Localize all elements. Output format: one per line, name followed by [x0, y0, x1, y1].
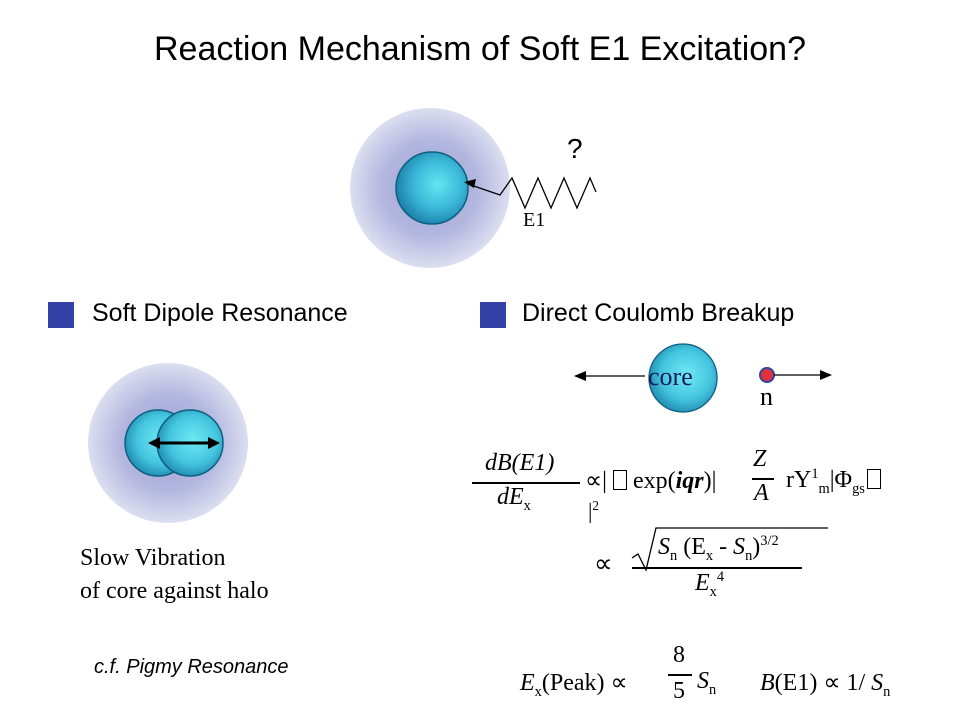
- eq2-sqrt: [631, 527, 828, 572]
- core-circle: [395, 151, 469, 225]
- eq1-tail: rY1m|Φgs: [786, 466, 881, 498]
- question-mark: ?: [567, 133, 583, 164]
- neutron-label: n: [760, 382, 773, 411]
- core-arrowhead: [574, 371, 586, 381]
- eq3-frac-num: 8: [673, 642, 685, 668]
- eq1-Z: Z: [753, 446, 767, 472]
- eq1-A: A: [754, 480, 769, 506]
- eq2-denominator: Ex4: [695, 569, 725, 600]
- neutron-arrowhead: [820, 370, 832, 380]
- breakup-diagram: [574, 343, 832, 413]
- eq1-fraction-bar: [472, 482, 580, 484]
- eq3-frac-den: 5: [673, 678, 685, 704]
- breakup-core-circle: [648, 343, 718, 413]
- cf-pigmy-note: c.f. Pigmy Resonance: [94, 656, 289, 678]
- vibration-arrowhead-right: [208, 437, 220, 449]
- e1-arrowhead: [464, 179, 476, 188]
- eq3-lhs: Ex(Peak) ∝: [520, 670, 628, 700]
- slide-title: Reaction Mechanism of Soft E1 Excitation…: [154, 30, 806, 68]
- eq1-numerator: dB(E1): [485, 450, 555, 476]
- eq1-end-box: [866, 469, 881, 489]
- eq1-denominator: dEx: [497, 484, 531, 514]
- eq4: B(E1) ∝ 1/ Sn: [760, 670, 891, 700]
- e1-label: E1: [523, 209, 546, 231]
- caption-line-2: of core against halo: [80, 578, 269, 604]
- eq2-fraction-bar: [632, 567, 802, 569]
- bullet-direct-coulomb: Direct Coulomb Breakup: [522, 299, 795, 327]
- eq1-body: ∝| exp(iqr)|: [585, 468, 717, 494]
- caption-line-1: Slow Vibration: [80, 545, 226, 571]
- eq1-ZA-bar: [752, 478, 774, 480]
- bullet-soft-dipole: Soft Dipole Resonance: [92, 299, 348, 327]
- eq2-prop: ∝: [594, 549, 613, 578]
- halo-nucleus-diagram: [350, 108, 597, 268]
- eq3-fraction-bar: [668, 674, 692, 676]
- e1-wave: [467, 176, 597, 210]
- bullet-square-1: [48, 302, 74, 328]
- vibration-diagram: [88, 363, 248, 523]
- eq3-Sn: Sn: [697, 668, 717, 698]
- bullet-square-2: [480, 302, 506, 328]
- core-label: core: [648, 362, 693, 391]
- eq2-numerator: Sn (Ex - Sn)3/2: [658, 533, 779, 564]
- neutron-dot: [759, 367, 775, 383]
- vibration-arrowhead-left: [148, 437, 160, 449]
- eq1-square: |2: [588, 498, 599, 524]
- eq1-placeholder-box: [612, 470, 627, 490]
